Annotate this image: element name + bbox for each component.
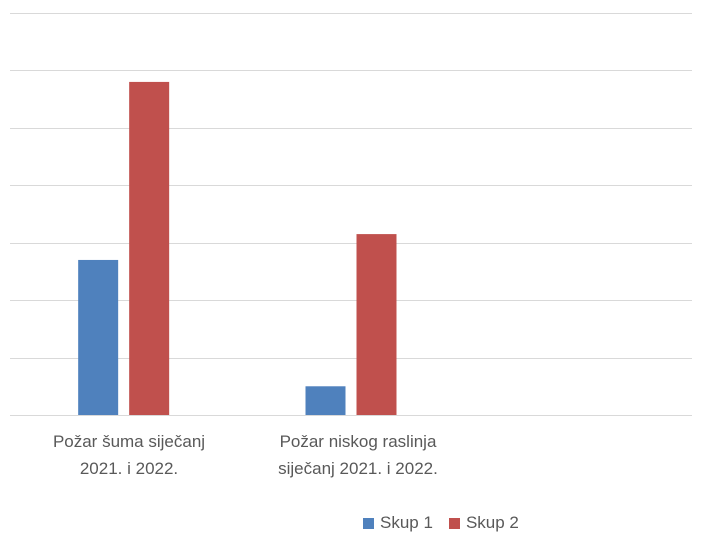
- category-label-2-line-1: Požar niskog raslinja: [279, 432, 437, 451]
- bar-skup-2-category-2: [356, 234, 397, 415]
- bar-skup-2-category-1: [129, 81, 170, 416]
- legend-item-skup-1: Skup 1: [363, 513, 433, 533]
- legend-swatch-skup-1: [363, 517, 374, 529]
- category-label-2: Požar niskog raslinja siječanj 2021. i 2…: [243, 428, 473, 482]
- legend: Skup 1 Skup 2: [363, 513, 535, 533]
- category-label-2-line-2: siječanj 2021. i 2022.: [278, 459, 438, 478]
- category-label-1: Požar šuma siječanj 2021. i 2022.: [14, 428, 244, 482]
- bar-skup-1-category-2: [305, 386, 346, 415]
- legend-label-skup-1: Skup 1: [380, 513, 433, 532]
- legend-item-skup-2: Skup 2: [448, 513, 519, 533]
- legend-swatch-skup-2: [448, 517, 460, 529]
- bar-skup-1-category-1: [78, 259, 119, 415]
- legend-label-skup-2: Skup 2: [465, 513, 519, 532]
- category-label-1-line-2: 2021. i 2022.: [79, 459, 179, 478]
- category-label-1-line-1: Požar šuma siječanj: [52, 432, 206, 451]
